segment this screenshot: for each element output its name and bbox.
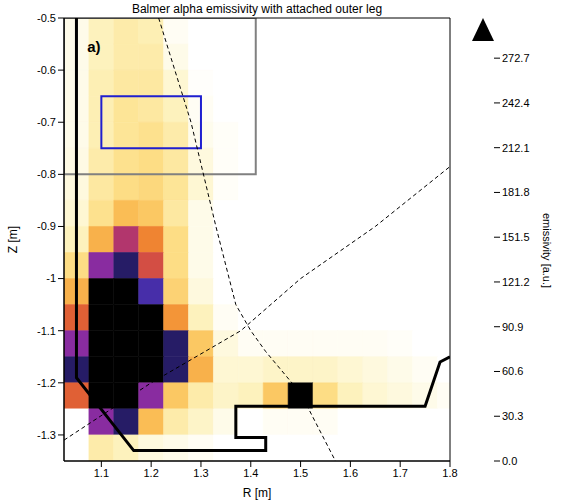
svg-text:-1.3: -1.3 [37, 429, 56, 441]
svg-text:151.5: 151.5 [502, 231, 530, 243]
svg-text:181.8: 181.8 [502, 186, 530, 198]
svg-text:-0.6: -0.6 [37, 64, 56, 76]
svg-text:-0.7: -0.7 [37, 116, 56, 128]
svg-text:1.1: 1.1 [94, 467, 109, 479]
svg-text:1.4: 1.4 [243, 467, 258, 479]
svg-text:Z [m]: Z [m] [6, 226, 20, 253]
svg-text:242.4: 242.4 [502, 97, 530, 109]
svg-text:-0.5: -0.5 [37, 12, 56, 24]
svg-text:-1: -1 [46, 272, 56, 284]
svg-text:emissivity [a.u.]: emissivity [a.u.] [541, 213, 553, 288]
svg-text:1.5: 1.5 [293, 467, 308, 479]
svg-text:1.3: 1.3 [193, 467, 208, 479]
html-text:Balmer alpha emissivity with a: Balmer alpha emissivity with attached ou… [131, 2, 383, 16]
svg-text:121.2: 121.2 [502, 276, 530, 288]
svg-text:R [m]: R [m] [243, 486, 272, 500]
svg-text:1.6: 1.6 [343, 467, 358, 479]
svg-text:212.1: 212.1 [502, 142, 530, 154]
svg-text:-0.8: -0.8 [37, 168, 56, 180]
svg-text:1.8: 1.8 [442, 467, 457, 479]
svg-text:272.7: 272.7 [502, 52, 530, 64]
svg-text:1.2: 1.2 [144, 467, 159, 479]
svg-text:30.3: 30.3 [502, 410, 523, 422]
svg-text:-0.9: -0.9 [37, 220, 56, 232]
svg-text:-1.1: -1.1 [37, 325, 56, 337]
svg-text:1.7: 1.7 [393, 467, 408, 479]
svg-text:a): a) [87, 38, 100, 55]
svg-text:0.0: 0.0 [502, 455, 517, 467]
svg-text:60.6: 60.6 [502, 365, 523, 377]
svg-text:-1.2: -1.2 [37, 377, 56, 389]
svg-text:90.9: 90.9 [502, 321, 523, 333]
